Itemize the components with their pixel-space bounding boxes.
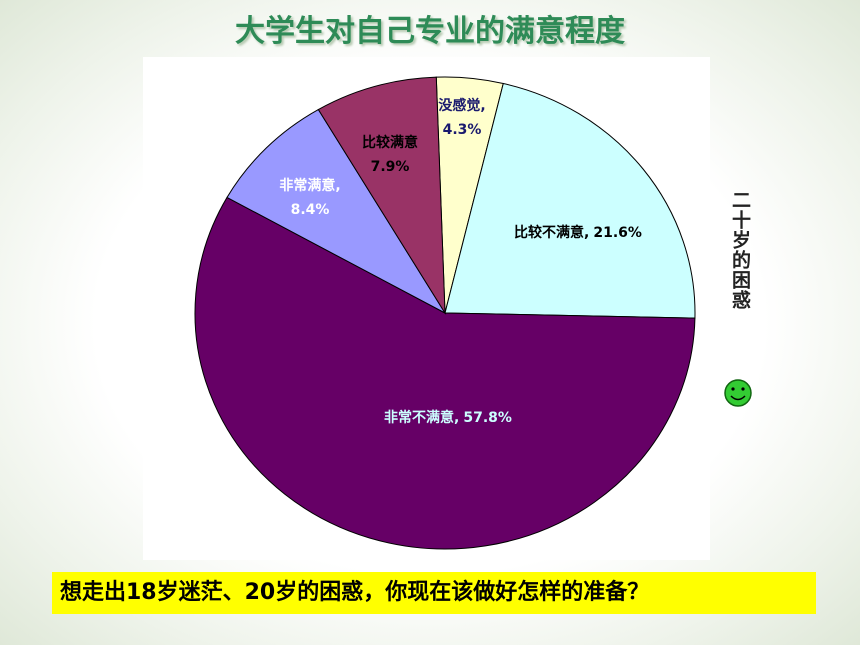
slice-label: 比较满意 bbox=[362, 134, 418, 151]
side-text: 二十岁的困惑 bbox=[729, 190, 751, 310]
slice-label: 非常不满意, bbox=[384, 409, 459, 426]
value-label: 7.9% bbox=[371, 159, 410, 175]
banner: 想走出18岁迷茫、20岁的困惑，你现在该做好怎样的准备？ bbox=[52, 572, 816, 614]
smiley-mouth bbox=[730, 395, 746, 401]
smiley-icon bbox=[724, 379, 752, 407]
pie-slice bbox=[317, 76, 446, 315]
chart-title: 大学生对自己专业的满意程度 bbox=[235, 14, 625, 49]
pie-slice bbox=[194, 196, 696, 550]
slice-label: 没感觉, bbox=[438, 97, 485, 114]
value-label: 21.6% bbox=[593, 225, 642, 241]
slice-label-group: 比较不满意, 21.6% bbox=[514, 224, 642, 241]
pie-slice bbox=[226, 108, 447, 315]
slice-label: 比较不满意, bbox=[514, 224, 589, 241]
value-label: 4.3% bbox=[443, 122, 482, 138]
pie-slice bbox=[444, 82, 696, 319]
value-label: 57.8% bbox=[463, 410, 512, 426]
slice-label: 非常满意, bbox=[279, 177, 340, 194]
value-label: 8.4% bbox=[291, 202, 330, 218]
smiley-eye bbox=[731, 387, 735, 391]
slice-label-group: 非常不满意, 57.8% bbox=[384, 409, 512, 426]
smiley-eye bbox=[741, 387, 745, 391]
